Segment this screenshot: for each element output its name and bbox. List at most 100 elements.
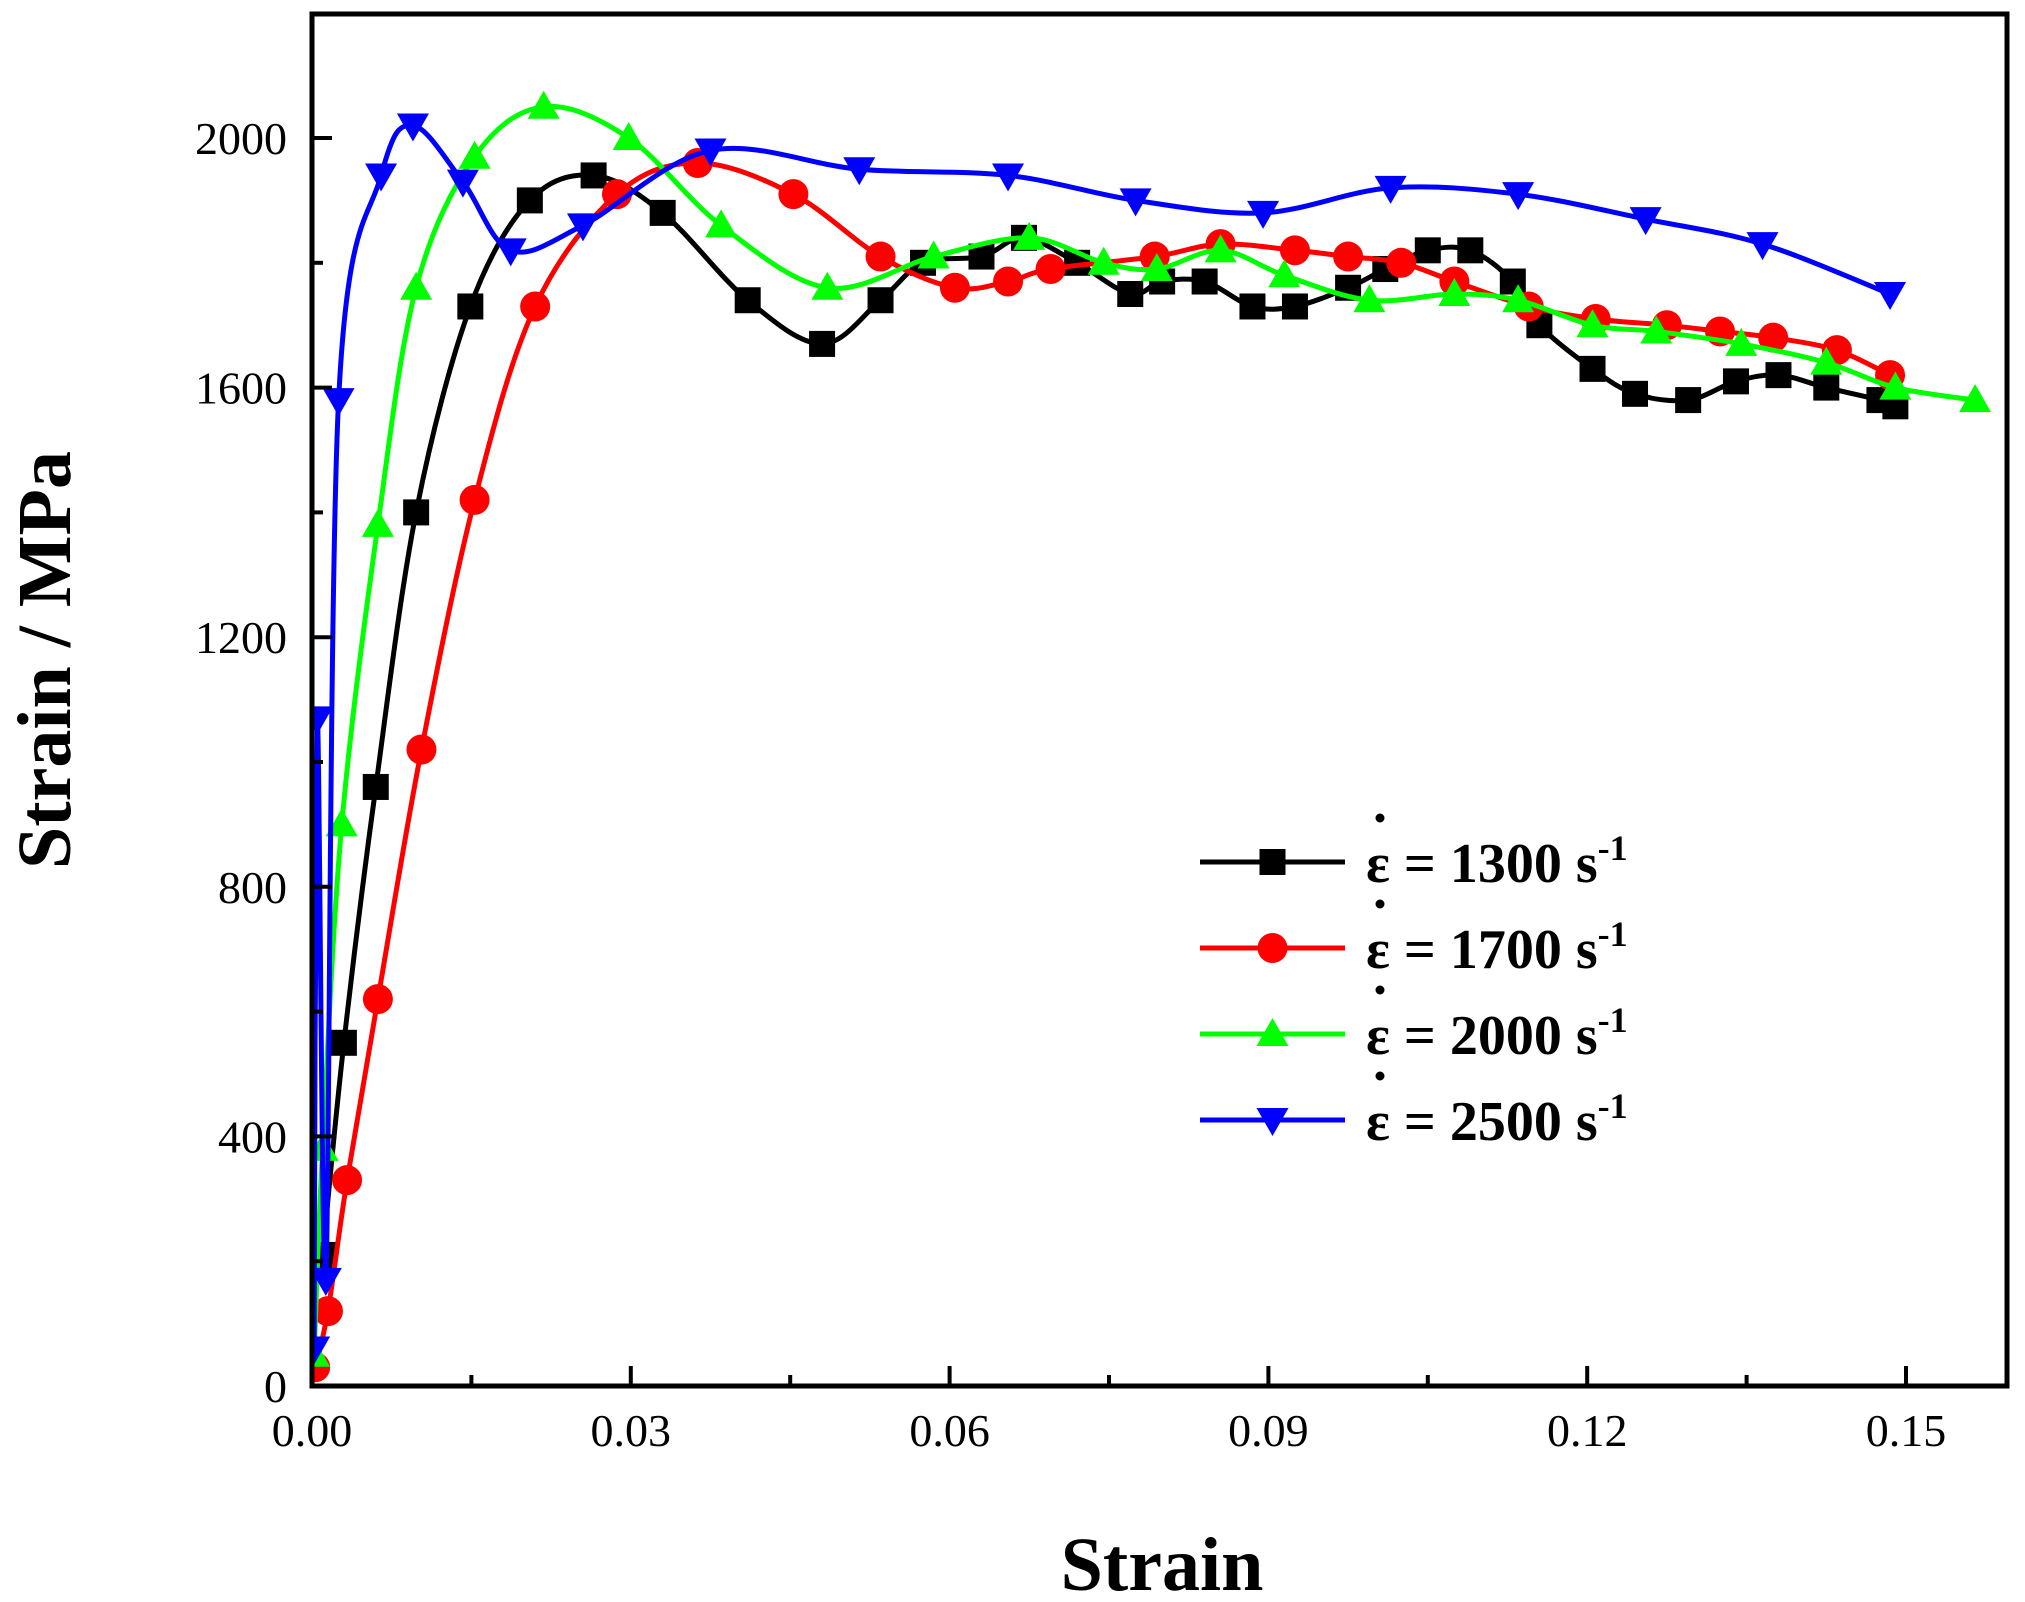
data-point-1700 (601, 179, 632, 210)
y-axis-title: Strain / MPa (3, 451, 87, 869)
legend-dot-icon (1375, 985, 1385, 995)
legend-dot-icon (1375, 1071, 1385, 1081)
data-point-2500 (312, 706, 334, 735)
data-point-1300 (1457, 237, 1484, 264)
data-point-2500 (365, 163, 398, 192)
data-point-1700 (939, 272, 970, 303)
data-point-2500 (396, 113, 429, 142)
y-tick-label: 2000 (195, 113, 287, 164)
data-point-2000 (1640, 315, 1673, 344)
data-point-1300 (734, 287, 761, 314)
data-point-1700 (865, 241, 896, 272)
data-point-1700 (1758, 322, 1789, 353)
data-point-1300 (1239, 293, 1266, 320)
x-tick-label: 0.09 (1228, 1405, 1309, 1456)
data-point-1300 (1191, 268, 1218, 295)
data-point-2000 (1140, 253, 1173, 282)
data-point-2500 (1502, 182, 1535, 211)
legend: ε = 1300 s-1 ε = 1700 s-1 ε = 2000 s-1 ε = … (1200, 813, 1628, 1153)
data-point-2500 (1374, 175, 1407, 204)
x-tick-label: 0.15 (1866, 1405, 1947, 1456)
data-point-2000 (361, 508, 394, 537)
data-point-2000 (1810, 346, 1843, 375)
data-point-1300 (1722, 368, 1749, 395)
data-point-1700 (332, 1165, 363, 1196)
data-point-1300 (867, 287, 894, 314)
data-point-1300 (330, 1029, 357, 1056)
data-point-1300 (1117, 281, 1144, 307)
y-tick-label: 0 (264, 1361, 287, 1412)
data-point-1300 (1499, 268, 1526, 295)
data-point-1700 (1035, 254, 1066, 285)
legend-dot-icon (1375, 813, 1385, 823)
data-point-2000 (612, 122, 645, 150)
legend-marker-2500 (1256, 1108, 1289, 1136)
data-point-2500 (992, 163, 1025, 192)
data-point-1300 (580, 162, 607, 189)
data-point-2000 (325, 808, 358, 837)
data-point-1300 (362, 773, 389, 800)
data-point-2000 (1268, 259, 1301, 288)
data-point-1300 (403, 499, 430, 526)
data-point-2000 (1879, 371, 1912, 400)
legend-entry-1700: ε = 1700 s-1 (1200, 899, 1628, 981)
legend-marker-1300 (1259, 849, 1286, 875)
data-point-2000 (1438, 278, 1471, 306)
data-point-2500 (1874, 282, 1907, 310)
data-point-1700 (520, 291, 551, 322)
legend-entry-2000: ε = 2000 s-1 (1200, 985, 1628, 1067)
x-axis-title: Strain (1061, 1523, 1264, 1602)
data-point-1300 (457, 293, 484, 320)
data-point-2000 (811, 271, 844, 300)
data-point-2000 (1502, 284, 1535, 313)
data-point-2500 (1247, 200, 1280, 229)
data-point-1300 (1622, 380, 1649, 407)
data-point-2500 (566, 213, 599, 242)
legend-entry-2500: ε = 2500 s-1 (1200, 1071, 1628, 1153)
data-point-2000 (1725, 327, 1758, 356)
data-point-2500 (446, 169, 479, 198)
data-point-2500 (322, 388, 355, 417)
data-point-2500 (312, 1336, 331, 1365)
data-point-2500 (1629, 207, 1662, 236)
data-point-2000 (1087, 246, 1120, 275)
legend-label-1700: ε = 1700 s-1 (1366, 914, 1628, 981)
data-point-1300 (1579, 355, 1606, 382)
data-point-2000 (1013, 221, 1046, 250)
y-tick-label: 800 (218, 862, 287, 913)
x-tick-label: 0.12 (1547, 1405, 1628, 1456)
data-point-2500 (1119, 188, 1152, 217)
data-point-1700 (312, 1296, 343, 1327)
data-point-2000 (1353, 284, 1386, 313)
x-tick-label: 0.06 (909, 1405, 990, 1456)
x-tick-label: 0.00 (272, 1405, 353, 1456)
series-2500 (312, 113, 1907, 1365)
data-point-1700 (778, 179, 809, 210)
data-point-1300 (809, 330, 836, 357)
data-point-1300 (1765, 362, 1792, 389)
legend-label-2000: ε = 2000 s-1 (1366, 1000, 1628, 1067)
y-tick-label: 1600 (195, 363, 287, 414)
data-point-1700 (993, 266, 1024, 297)
data-point-1300 (1813, 374, 1840, 401)
data-point-2000 (917, 240, 950, 269)
series-line-2500 (312, 122, 1892, 1349)
data-point-2000 (1576, 309, 1609, 338)
data-point-1700 (362, 984, 393, 1015)
data-point-1300 (1675, 387, 1702, 414)
data-point-1300 (1414, 237, 1441, 264)
data-point-2500 (1746, 232, 1779, 261)
axes-layer: 0.00 0.03 0.06 0.09 0.12 0.15 0 400 800 1200 1600 2… (195, 11, 2010, 1456)
series-layer (312, 90, 1992, 1383)
data-point-2000 (1959, 384, 1992, 413)
data-point-1300 (649, 199, 676, 226)
data-point-1300 (516, 187, 543, 214)
data-point-2000 (400, 271, 433, 300)
legend-label-2500: ε = 2500 s-1 (1366, 1086, 1628, 1153)
data-point-1700 (459, 484, 490, 515)
data-point-2500 (494, 238, 527, 267)
data-point-2500 (843, 157, 876, 186)
data-point-2000 (1204, 234, 1237, 263)
